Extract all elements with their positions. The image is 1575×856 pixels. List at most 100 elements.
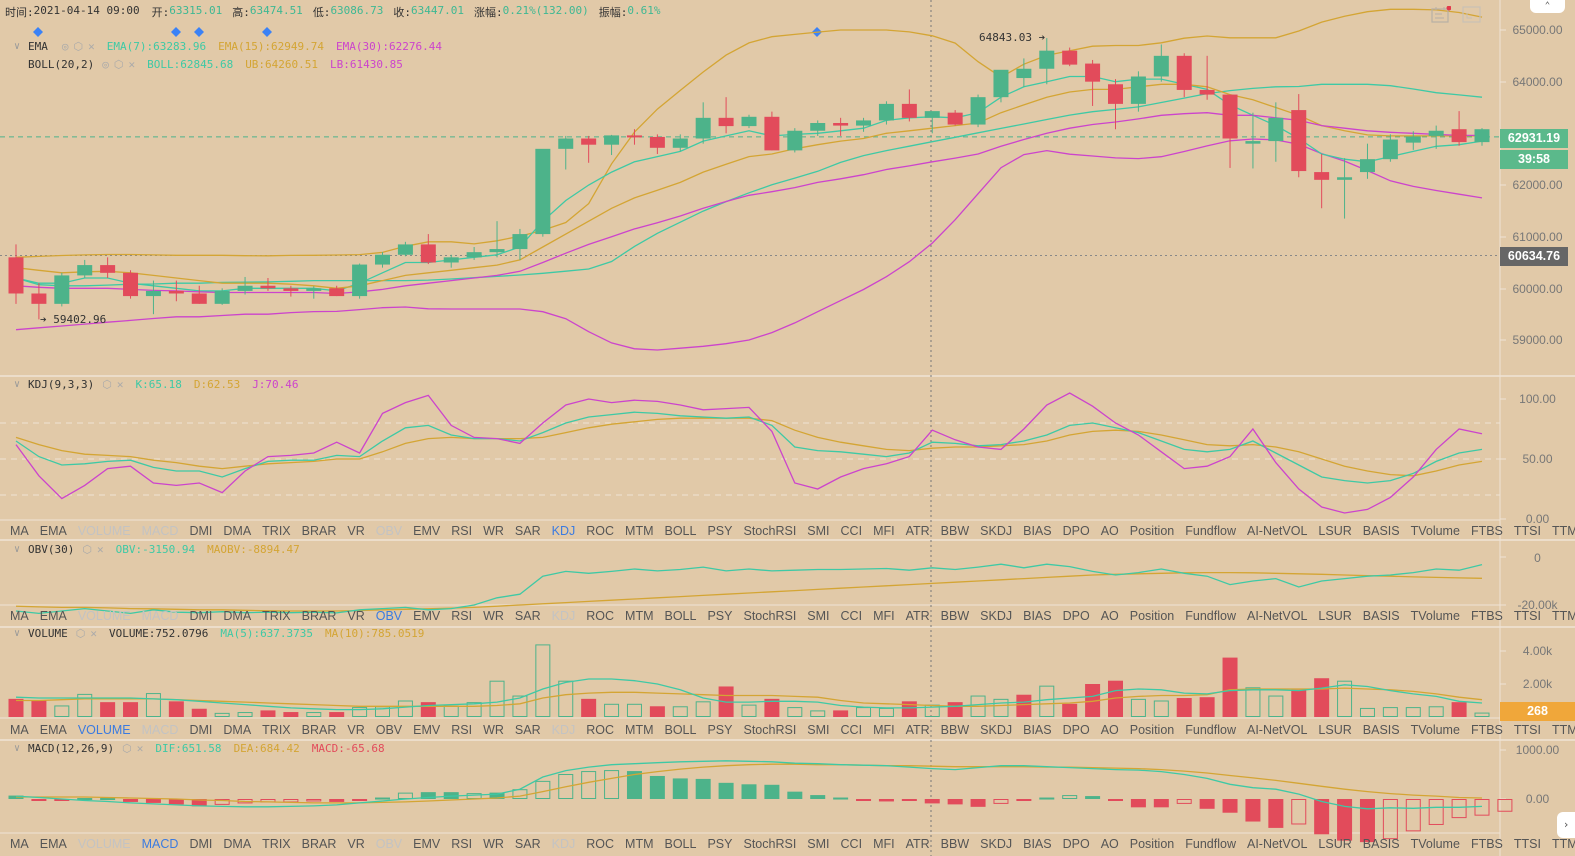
indicator-tab-skdj[interactable]: SKDJ	[980, 609, 1013, 623]
indicator-tab-basis[interactable]: BASIS	[1362, 837, 1400, 851]
indicator-tab-ttmu[interactable]: TTMU	[1551, 609, 1575, 623]
indicator-tab-brar[interactable]: BRAR	[301, 837, 337, 851]
indicator-tab-roc[interactable]: ROC	[586, 524, 615, 538]
indicator-tab-basis[interactable]: BASIS	[1362, 524, 1400, 538]
indicator-tab-roc[interactable]: ROC	[586, 837, 615, 851]
indicator-tab-tvolume[interactable]: TVolume	[1410, 723, 1460, 737]
indicator-tab-atr[interactable]: ATR	[905, 723, 930, 737]
indicator-tab-ftbs[interactable]: FTBS	[1470, 837, 1503, 851]
chevron-down-icon[interactable]: ∨	[14, 41, 21, 52]
indicator-tab-position[interactable]: Position	[1129, 723, 1175, 737]
indicator-tab-volume[interactable]: VOLUME	[77, 609, 131, 623]
collapse-up-button[interactable]: ⌃	[1530, 0, 1565, 13]
indicator-tab-mtm[interactable]: MTM	[625, 723, 654, 737]
indicator-tab-kdj[interactable]: KDJ	[551, 524, 576, 538]
indicator-tab-dma[interactable]: DMA	[223, 723, 252, 737]
indicator-tab-fundflow[interactable]: Fundflow	[1185, 609, 1236, 623]
indicator-tab-emv[interactable]: EMV	[413, 609, 441, 623]
indicator-tab-mtm[interactable]: MTM	[625, 609, 654, 623]
indicator-tab-dmi[interactable]: DMI	[189, 723, 213, 737]
indicator-tab-psy[interactable]: PSY	[707, 609, 733, 623]
indicator-tab-ema[interactable]: EMA	[39, 524, 67, 538]
indicator-tab-lsur[interactable]: LSUR	[1318, 837, 1352, 851]
indicator-tab-smi[interactable]: SMI	[807, 837, 830, 851]
indicator-tab-stochrsi[interactable]: StochRSI	[743, 837, 797, 851]
indicator-tab-emv[interactable]: EMV	[413, 837, 441, 851]
indicator-tab-ttsi[interactable]: TTSI	[1513, 524, 1541, 538]
indicator-tab-rsi[interactable]: RSI	[451, 524, 473, 538]
indicator-tab-position[interactable]: Position	[1129, 524, 1175, 538]
notes-icon[interactable]	[1431, 5, 1452, 26]
indicator-tab-ao[interactable]: AO	[1100, 524, 1119, 538]
indicator-tab-dpo[interactable]: DPO	[1062, 723, 1090, 737]
indicator-tab-macd[interactable]: MACD	[141, 723, 179, 737]
indicator-tab-emv[interactable]: EMV	[413, 723, 441, 737]
indicator-tab-dmi[interactable]: DMI	[189, 524, 213, 538]
indicator-tab-boll[interactable]: BOLL	[664, 524, 697, 538]
indicator-tab-rsi[interactable]: RSI	[451, 723, 473, 737]
indicator-tab-dpo[interactable]: DPO	[1062, 837, 1090, 851]
indicator-tab-obv[interactable]: OBV	[375, 837, 403, 851]
chevron-down-icon[interactable]: ∨	[14, 544, 21, 555]
indicator-tab-obv[interactable]: OBV	[375, 524, 403, 538]
close-icon[interactable]: ✕	[90, 627, 97, 640]
indicator-tab-dpo[interactable]: DPO	[1062, 524, 1090, 538]
indicator-tab-ai-netvol[interactable]: AI-NetVOL	[1246, 837, 1308, 851]
indicator-tab-mfi[interactable]: MFI	[873, 524, 895, 538]
indicator-tab-rsi[interactable]: RSI	[451, 609, 473, 623]
indicator-tab-ttmu[interactable]: TTMU	[1551, 723, 1575, 737]
indicator-tab-dma[interactable]: DMA	[223, 609, 252, 623]
indicator-tab-basis[interactable]: BASIS	[1362, 723, 1400, 737]
indicator-tab-macd[interactable]: MACD	[141, 609, 179, 623]
indicator-tab-mfi[interactable]: MFI	[873, 723, 895, 737]
indicator-tab-bbw[interactable]: BBW	[940, 524, 970, 538]
indicator-tab-tvolume[interactable]: TVolume	[1410, 609, 1460, 623]
indicator-tab-bias[interactable]: BIAS	[1023, 524, 1052, 538]
indicator-tab-wr[interactable]: WR	[483, 609, 504, 623]
indicator-tab-stochrsi[interactable]: StochRSI	[743, 609, 797, 623]
indicator-tab-ftbs[interactable]: FTBS	[1470, 723, 1503, 737]
close-icon[interactable]: ✕	[128, 58, 136, 71]
indicator-tab-brar[interactable]: BRAR	[301, 723, 337, 737]
indicator-tab-cci[interactable]: CCI	[840, 524, 863, 538]
indicator-tab-stochrsi[interactable]: StochRSI	[743, 723, 797, 737]
indicator-tab-dma[interactable]: DMA	[223, 837, 252, 851]
indicator-tab-cci[interactable]: CCI	[840, 837, 863, 851]
indicator-tab-ma[interactable]: MA	[10, 723, 29, 737]
indicator-tab-volume[interactable]: VOLUME	[77, 837, 131, 851]
indicator-tab-bbw[interactable]: BBW	[940, 837, 970, 851]
indicator-tab-psy[interactable]: PSY	[707, 723, 733, 737]
indicator-tab-sar[interactable]: SAR	[514, 524, 541, 538]
indicator-tab-psy[interactable]: PSY	[707, 524, 733, 538]
chevron-down-icon[interactable]: ∨	[14, 379, 21, 390]
indicator-tab-smi[interactable]: SMI	[807, 524, 830, 538]
indicator-tab-wr[interactable]: WR	[483, 723, 504, 737]
eye-icon[interactable]: ◎	[102, 58, 109, 71]
indicator-tab-cci[interactable]: CCI	[840, 609, 863, 623]
indicator-tab-trix[interactable]: TRIX	[262, 609, 291, 623]
close-icon[interactable]: ✕	[136, 742, 144, 755]
indicator-tab-trix[interactable]: TRIX	[262, 837, 291, 851]
indicator-tab-sar[interactable]: SAR	[514, 837, 541, 851]
indicator-tab-atr[interactable]: ATR	[905, 837, 930, 851]
indicator-tab-ttmu[interactable]: TTMU	[1551, 837, 1575, 851]
indicator-tab-ao[interactable]: AO	[1100, 723, 1119, 737]
indicator-tab-ttsi[interactable]: TTSI	[1513, 837, 1541, 851]
indicator-tab-dmi[interactable]: DMI	[189, 609, 213, 623]
indicator-tab-mfi[interactable]: MFI	[873, 609, 895, 623]
indicator-tab-roc[interactable]: ROC	[586, 723, 615, 737]
indicator-tab-rsi[interactable]: RSI	[451, 837, 473, 851]
indicator-tab-skdj[interactable]: SKDJ	[980, 723, 1013, 737]
indicator-tab-obv[interactable]: OBV	[375, 723, 403, 737]
indicator-tab-kdj[interactable]: KDJ	[551, 609, 576, 623]
indicator-tab-mtm[interactable]: MTM	[625, 837, 654, 851]
close-icon[interactable]: ✕	[88, 40, 95, 53]
indicator-tab-tvolume[interactable]: TVolume	[1410, 837, 1460, 851]
indicator-tab-ttsi[interactable]: TTSI	[1513, 723, 1541, 737]
indicator-tab-lsur[interactable]: LSUR	[1318, 723, 1352, 737]
indicator-tab-basis[interactable]: BASIS	[1362, 609, 1400, 623]
settings-icon[interactable]: ⬡	[122, 742, 132, 755]
indicator-tab-roc[interactable]: ROC	[586, 609, 615, 623]
indicator-tab-atr[interactable]: ATR	[905, 609, 930, 623]
